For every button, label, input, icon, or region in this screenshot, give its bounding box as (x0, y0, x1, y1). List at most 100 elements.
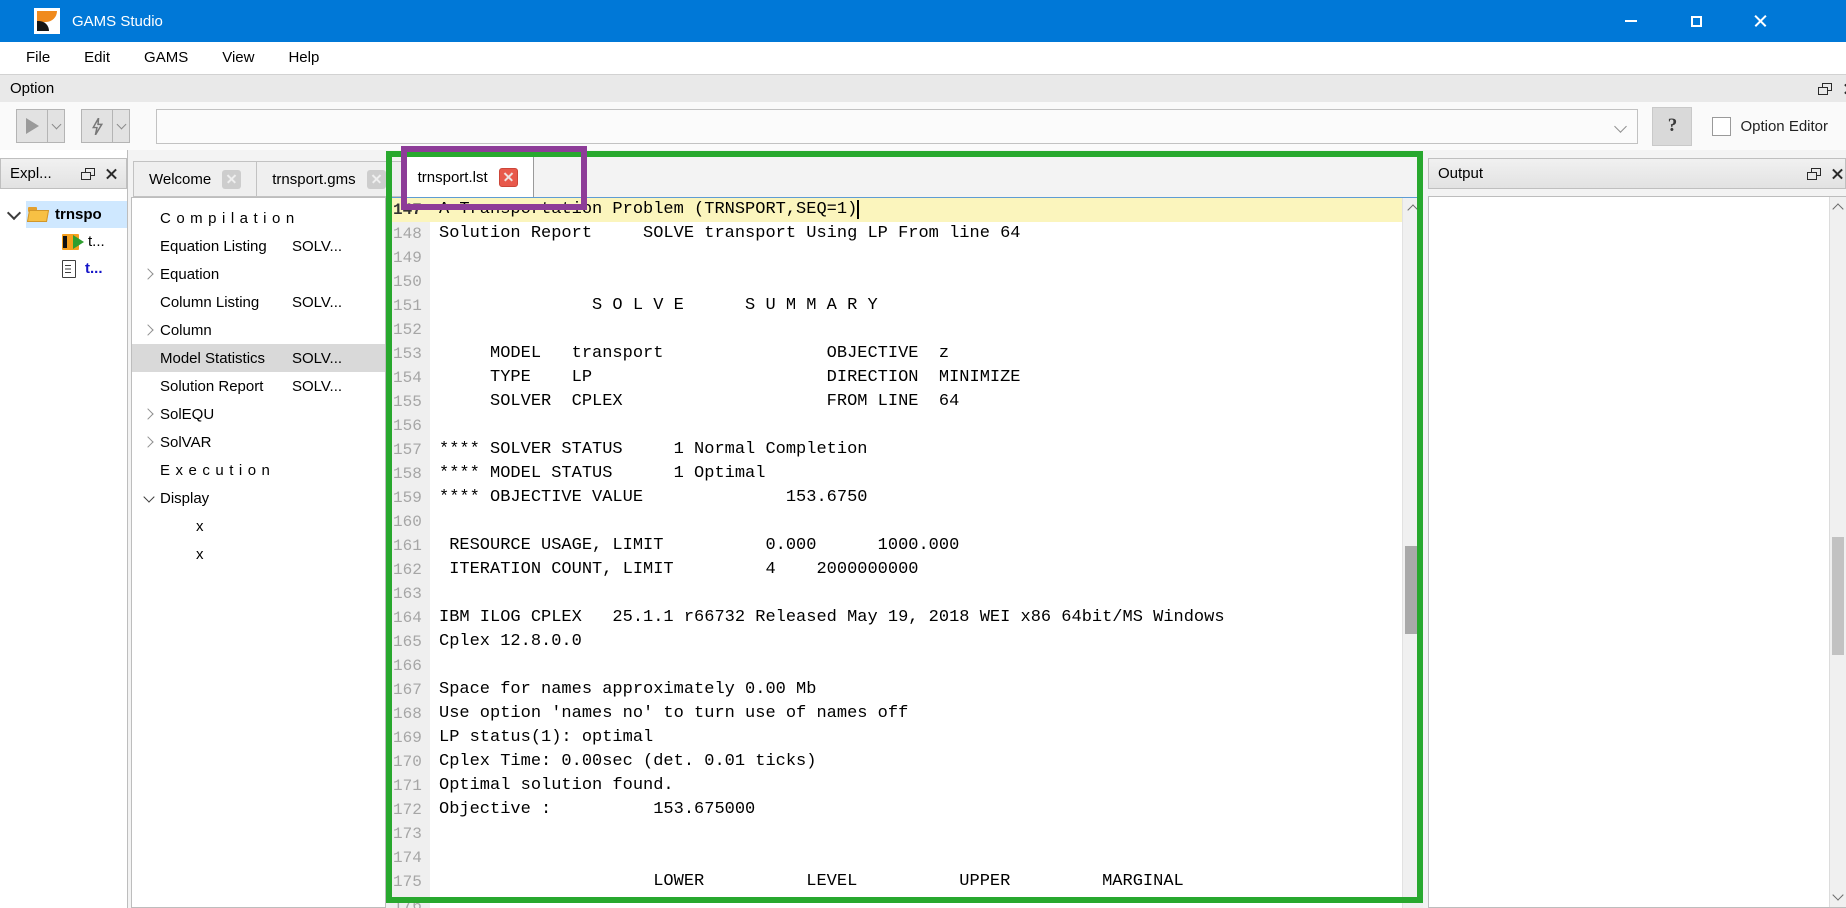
output-line: Reduced LP has 5 rows, 6 columns, (1439, 347, 1845, 371)
code-text: **** SOLVER STATUS 1 Normal Completion (439, 440, 868, 459)
interrupt-button[interactable] (82, 110, 112, 142)
scroll-up-icon[interactable] (1832, 203, 1844, 215)
run-button[interactable] (17, 110, 47, 142)
run-icon (25, 118, 39, 134)
editor-line: 158 **** MODEL STATUS 1 Optimal (386, 462, 1403, 486)
lst-tree-item[interactable]: Equation Listing SOLV... (132, 232, 385, 260)
close-icon (227, 175, 236, 184)
menu-bar: File Edit GAMS View Help (0, 42, 1846, 72)
close-panel-icon[interactable] (106, 168, 117, 179)
code-text: ITERATION COUNT, LIMIT 4 2000000000 (439, 560, 919, 579)
lst-text-editor[interactable]: 147 A Transportation Problem (TRNSPORT,S… (386, 197, 1423, 908)
tab-trnsport-gms[interactable]: trnsport.gms (257, 161, 402, 197)
expand-arrow-icon[interactable] (6, 205, 22, 221)
line-number: 173 (386, 822, 430, 846)
menu-view[interactable]: View (222, 48, 255, 66)
gams-parameter-combobox[interactable] (156, 108, 1639, 144)
lst-tree-item[interactable]: Solution Report SOLV... (132, 372, 385, 400)
editor-line: 170 Cplex Time: 0.00sec (det. 0.01 ticks… (386, 750, 1403, 774)
maximize-button[interactable] (1679, 0, 1713, 42)
lst-tree-item[interactable]: Compilation (132, 204, 385, 232)
line-number: 162 (386, 558, 430, 582)
output-line: 3 153.675000 (1439, 491, 1845, 515)
explorer-item-lst-file[interactable]: t... (0, 255, 127, 282)
line-number: 150 (386, 270, 430, 294)
explorer-group-trnsport[interactable]: trnspo (0, 201, 127, 228)
title-bar: GAMS Studio (0, 0, 1846, 42)
editor-line: 168 Use option 'names no' to turn use of… (386, 702, 1403, 726)
lst-view: Compilation Equation Listing SOLV... Equ… (131, 197, 1423, 908)
editor-line: 162 ITERATION COUNT, LIMIT 4 2000000000 (386, 558, 1403, 582)
line-number: 175 (386, 870, 430, 894)
lightning-icon (91, 117, 103, 135)
tab-trnsport-lst[interactable]: trnsport.lst (401, 156, 534, 197)
float-panel-icon[interactable] (1818, 82, 1832, 95)
expand-arrow-icon (138, 438, 160, 446)
line-number: 169 (386, 726, 430, 750)
output-line: Presolve time = 0.00 sec. (0.00 t (1439, 371, 1845, 395)
close-tab-button[interactable] (366, 169, 386, 189)
line-number: 168 (386, 702, 430, 726)
lst-tree-item[interactable]: Display (132, 484, 385, 512)
editor-line: 149 (386, 246, 1403, 270)
scroll-up-icon[interactable] (1407, 204, 1419, 216)
close-window-button[interactable] (1743, 0, 1777, 42)
line-number: 154 (386, 366, 430, 390)
line-number: 165 (386, 630, 430, 654)
editor-vertical-scrollbar[interactable] (1402, 198, 1423, 908)
editor-line: 147 A Transportation Problem (TRNSPORT,S… (386, 198, 1403, 222)
tab-welcome[interactable]: Welcome (133, 161, 258, 197)
output-line (1439, 395, 1845, 419)
scrollbar-thumb[interactable] (1832, 537, 1844, 655)
lst-tree-item[interactable]: Column (132, 316, 385, 344)
float-panel-icon[interactable] (81, 167, 95, 180)
output-vertical-scrollbar[interactable] (1829, 197, 1846, 907)
gams-logo-icon (34, 8, 60, 34)
lst-tree-item[interactable]: SolEQU (132, 400, 385, 428)
close-tab-button[interactable] (498, 167, 518, 187)
lst-tree-item[interactable]: Model Statistics SOLV... (132, 344, 385, 372)
editor-line: 174 (386, 846, 1403, 870)
help-button[interactable]: ? (1652, 106, 1693, 146)
lst-tree-item[interactable]: SolVAR (132, 428, 385, 456)
lst-tree-item[interactable]: Column Listing SOLV... (132, 288, 385, 316)
tree-item-label: x (196, 517, 204, 535)
float-panel-icon[interactable] (1807, 167, 1821, 180)
line-number: 170 (386, 750, 430, 774)
explorer-item-gms-file[interactable]: t... (0, 228, 127, 255)
code-text: IBM ILOG CPLEX 25.1.1 r66732 Released Ma… (439, 608, 1225, 627)
line-number: 174 (386, 846, 430, 870)
close-tab-button[interactable] (222, 169, 242, 189)
menu-help[interactable]: Help (288, 48, 320, 66)
menu-gams[interactable]: GAMS (144, 48, 189, 66)
tree-item-label: Display (160, 489, 210, 507)
option-editor-checkbox[interactable] (1712, 116, 1732, 136)
menu-edit[interactable]: Edit (84, 48, 111, 66)
editor-area: Welcome trnsport.gms trnsport.lst Compil… (131, 150, 1423, 908)
minimize-button[interactable] (1614, 0, 1648, 42)
output-line: 1 73.125000 (1439, 443, 1845, 467)
option-editor-label[interactable]: Option Editor (1740, 117, 1828, 135)
output-line (1439, 587, 1845, 611)
editor-line: 163 (386, 582, 1403, 606)
output-line: 2 119.025000 (1439, 467, 1845, 491)
run-dropdown-button[interactable] (47, 110, 64, 142)
code-text: **** OBJECTIVE VALUE 153.6750 (439, 488, 868, 507)
interrupt-button-group (81, 109, 130, 143)
code-text: A Transportation Problem (TRNSPORT,SEQ=1… (439, 200, 858, 219)
option-panel-title: Option (10, 80, 55, 97)
lst-tree-item[interactable]: x (132, 540, 385, 568)
lst-tree-item[interactable]: x (132, 512, 385, 540)
line-number: 155 (386, 390, 430, 414)
scrollbar-thumb[interactable] (1405, 546, 1421, 634)
editor-line: 155 SOLVER CPLEX FROM LINE 64 (386, 390, 1403, 414)
menu-file[interactable]: File (26, 48, 51, 66)
close-panel-icon[interactable] (1832, 168, 1843, 179)
editor-line: 167 Space for names approximately 0.00 M… (386, 678, 1403, 702)
interrupt-dropdown-button[interactable] (112, 110, 129, 142)
lst-tree-item[interactable]: Equation (132, 260, 385, 288)
line-number: 176 (386, 894, 430, 908)
lst-tree-item[interactable]: Execution (132, 456, 385, 484)
editor-line: 148 Solution Report SOLVE transport Usin… (386, 222, 1403, 246)
scroll-down-icon[interactable] (1832, 889, 1844, 901)
